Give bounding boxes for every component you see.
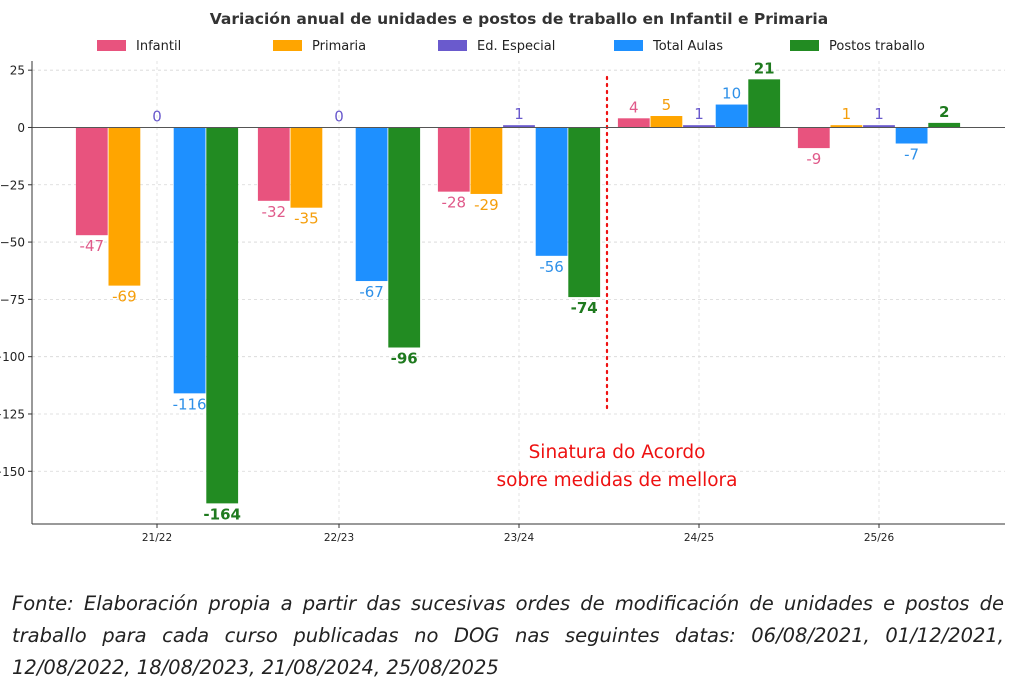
y-tick-label: 25 bbox=[10, 64, 25, 78]
x-tick-label: 25/26 bbox=[864, 532, 895, 544]
annotation-text: Sinatura do Acordo bbox=[529, 442, 706, 463]
axes: 250−25−50−75−100−125−15021/2222/2323/242… bbox=[0, 61, 1005, 544]
source-note: Fonte: Elaboración propia a partir das s… bbox=[12, 588, 1004, 684]
bar bbox=[650, 116, 683, 128]
x-tick-label: 23/24 bbox=[504, 532, 535, 544]
legend-swatch bbox=[97, 40, 126, 51]
bar bbox=[75, 127, 108, 236]
value-label: -9 bbox=[806, 150, 821, 168]
bar bbox=[355, 127, 388, 282]
bar bbox=[830, 125, 863, 128]
value-label: -67 bbox=[359, 283, 384, 301]
bar bbox=[470, 127, 503, 194]
value-label: 1 bbox=[842, 105, 852, 123]
chart: Variación anual de unidades e postos de … bbox=[0, 10, 1005, 544]
value-label: 1 bbox=[694, 105, 704, 123]
bar bbox=[715, 104, 748, 128]
bar bbox=[683, 125, 715, 128]
legend-label: Primaria bbox=[312, 39, 366, 54]
bar bbox=[568, 127, 601, 298]
value-label: -69 bbox=[112, 288, 137, 306]
bar bbox=[503, 125, 535, 128]
legend-label: Infantil bbox=[136, 39, 181, 54]
x-tick-label: 21/22 bbox=[142, 532, 172, 544]
value-label: -56 bbox=[539, 258, 564, 276]
bar bbox=[290, 127, 323, 208]
y-tick-label: −25 bbox=[0, 178, 25, 192]
legend-label: Total Aulas bbox=[652, 39, 723, 54]
value-label: 4 bbox=[629, 98, 639, 116]
bar bbox=[928, 122, 961, 128]
chart-title: Variación anual de unidades e postos de … bbox=[210, 10, 828, 28]
x-tick-label: 24/25 bbox=[684, 532, 714, 544]
y-tick-label: 0 bbox=[17, 121, 25, 135]
source-note-line: 12/08/2022, 18/08/2023, 21/08/2024, 25/0… bbox=[12, 656, 499, 679]
bar bbox=[863, 125, 895, 128]
value-label: -29 bbox=[474, 196, 499, 214]
value-label: -7 bbox=[904, 146, 919, 164]
legend-label: Postos traballo bbox=[829, 39, 925, 54]
value-label: 21 bbox=[754, 59, 775, 77]
legend-swatch bbox=[790, 40, 819, 51]
y-tick-label: −100 bbox=[0, 350, 25, 364]
value-label: 10 bbox=[722, 85, 741, 103]
value-label: 1 bbox=[874, 105, 884, 123]
value-label: 1 bbox=[514, 105, 524, 123]
value-label: -116 bbox=[173, 395, 207, 413]
y-tick-label: −50 bbox=[0, 236, 25, 250]
value-label: -96 bbox=[391, 350, 418, 368]
bar bbox=[797, 127, 830, 149]
value-label: 5 bbox=[662, 96, 672, 114]
legend-swatch bbox=[438, 40, 467, 51]
legend-swatch bbox=[273, 40, 302, 51]
bar bbox=[617, 118, 650, 128]
value-label: -164 bbox=[203, 505, 241, 523]
value-label: 0 bbox=[334, 107, 344, 125]
bar bbox=[108, 127, 141, 286]
value-label: -35 bbox=[294, 210, 319, 228]
value-label: -28 bbox=[442, 194, 467, 212]
bar bbox=[173, 127, 206, 394]
bars bbox=[75, 79, 961, 504]
bar bbox=[437, 127, 470, 192]
bar bbox=[748, 79, 781, 128]
value-label: 2 bbox=[939, 103, 949, 121]
bar bbox=[206, 127, 239, 504]
value-label: 0 bbox=[152, 107, 162, 125]
bar bbox=[257, 127, 290, 201]
agreement-annotation: Sinatura do Acordo sobre medidas de mello… bbox=[497, 75, 738, 491]
legend-label: Ed. Especial bbox=[477, 39, 555, 54]
y-tick-label: −150 bbox=[0, 465, 25, 479]
bar bbox=[895, 127, 928, 144]
value-label: -47 bbox=[80, 237, 105, 255]
value-label: -32 bbox=[262, 203, 287, 221]
x-tick-label: 22/23 bbox=[324, 532, 354, 544]
y-tick-label: −75 bbox=[0, 293, 25, 307]
bar bbox=[388, 127, 421, 348]
y-tick-label: −125 bbox=[0, 407, 25, 421]
legend-swatch bbox=[614, 40, 643, 51]
bar bbox=[535, 127, 568, 256]
source-note-line: Fonte: Elaboración propia a partir das s… bbox=[12, 592, 1004, 615]
source-note-line: traballo para cada curso publicadas no D… bbox=[12, 624, 1004, 647]
value-label: -74 bbox=[571, 299, 598, 317]
legend: Infantil Primaria Ed. Especial Total Aulas P… bbox=[97, 39, 925, 54]
annotation-text: sobre medidas de mellora bbox=[497, 470, 738, 491]
